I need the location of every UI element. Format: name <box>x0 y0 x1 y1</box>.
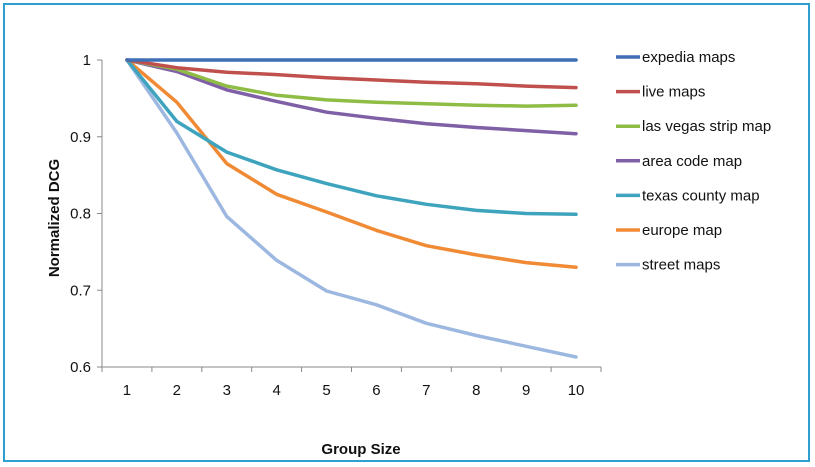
legend-label: live maps <box>642 84 705 101</box>
legend: expedia maps live maps las vegas strip map… <box>616 49 771 274</box>
x-axis-title: Group Size <box>321 441 400 458</box>
y-tick-label: 0.7 <box>70 282 91 299</box>
y-tick-label: 1 <box>83 52 91 69</box>
x-tick-label: 5 <box>322 382 330 399</box>
x-tick-label: 6 <box>372 382 380 399</box>
series-line-area-code-map <box>125 58 578 136</box>
x-tick-label: 7 <box>422 382 430 399</box>
legend-label: street maps <box>642 257 720 274</box>
series-line-las-vegas-strip-map <box>125 58 578 108</box>
y-tick-label: 0.9 <box>70 129 91 146</box>
legend-label: area code map <box>642 153 742 170</box>
line-chart: 0.6 0.7 0.8 0.9 1 1 2 3 4 5 6 7 8 9 10 expedia maps liv… <box>46 49 771 458</box>
legend-label: texas county map <box>642 187 760 204</box>
x-tick-label: 8 <box>472 382 480 399</box>
y-tick-label: 0.6 <box>70 359 91 376</box>
axes: 0.6 0.7 0.8 0.9 1 1 2 3 4 5 6 7 8 9 10 <box>70 52 602 399</box>
legend-label: europe map <box>642 222 722 239</box>
legend-label: expedia maps <box>642 49 735 66</box>
series-line-street-maps <box>125 58 578 359</box>
x-tick-label: 2 <box>173 382 181 399</box>
x-tick-label: 4 <box>272 382 280 399</box>
y-axis-title: Normalized DCG <box>46 159 63 277</box>
x-tick-label: 1 <box>123 382 131 399</box>
series-lines <box>125 58 578 359</box>
legend-label: las vegas strip map <box>642 118 771 135</box>
series-line-live-maps <box>125 58 578 90</box>
series-line-texas-county-map <box>125 58 578 217</box>
x-tick-label: 3 <box>223 382 231 399</box>
x-tick-label: 10 <box>568 382 585 399</box>
series-line-europe-map <box>125 58 578 269</box>
chart-frame: 0.6 0.7 0.8 0.9 1 1 2 3 4 5 6 7 8 9 10 expedia maps liv… <box>3 3 810 462</box>
y-tick-label: 0.8 <box>70 206 91 223</box>
x-tick-label: 9 <box>522 382 530 399</box>
